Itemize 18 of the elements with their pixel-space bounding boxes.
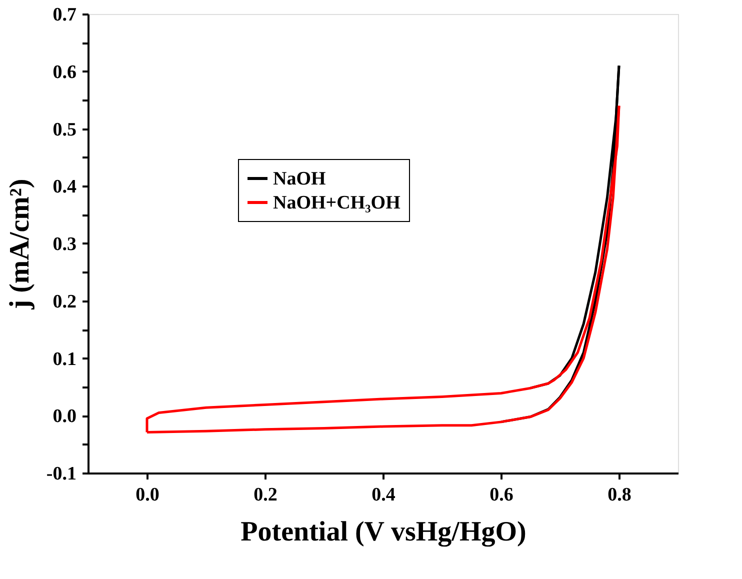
y-tick-label: 0.7 bbox=[52, 4, 77, 26]
y-tick-label: 0.3 bbox=[52, 234, 76, 255]
x-tick-label: 0.2 bbox=[254, 484, 278, 506]
x-tick-label: 0.4 bbox=[372, 484, 396, 506]
x-tick-label: 0.8 bbox=[608, 484, 632, 506]
legend-label: NaOH+CH₃OH bbox=[273, 192, 401, 214]
y-tick-label: 0.5 bbox=[52, 119, 76, 140]
x-tick-label: 0.0 bbox=[136, 484, 160, 506]
x-axis-title: Potential (V vsHg/HgO) bbox=[240, 516, 526, 548]
y-tick-label: 0.4 bbox=[52, 176, 77, 198]
y-axis-title: j (mA/cm²) bbox=[4, 178, 36, 310]
x-tick-label: 0.6 bbox=[490, 484, 514, 506]
y-tick-label: 0.0 bbox=[52, 406, 76, 428]
y-tick-label: 0.2 bbox=[52, 291, 76, 312]
legend-label: NaOH bbox=[273, 168, 326, 190]
y-tick-label: -0.1 bbox=[46, 464, 76, 484]
y-tick-label: 0.1 bbox=[52, 348, 76, 370]
y-tick-label: 0.6 bbox=[52, 62, 76, 83]
